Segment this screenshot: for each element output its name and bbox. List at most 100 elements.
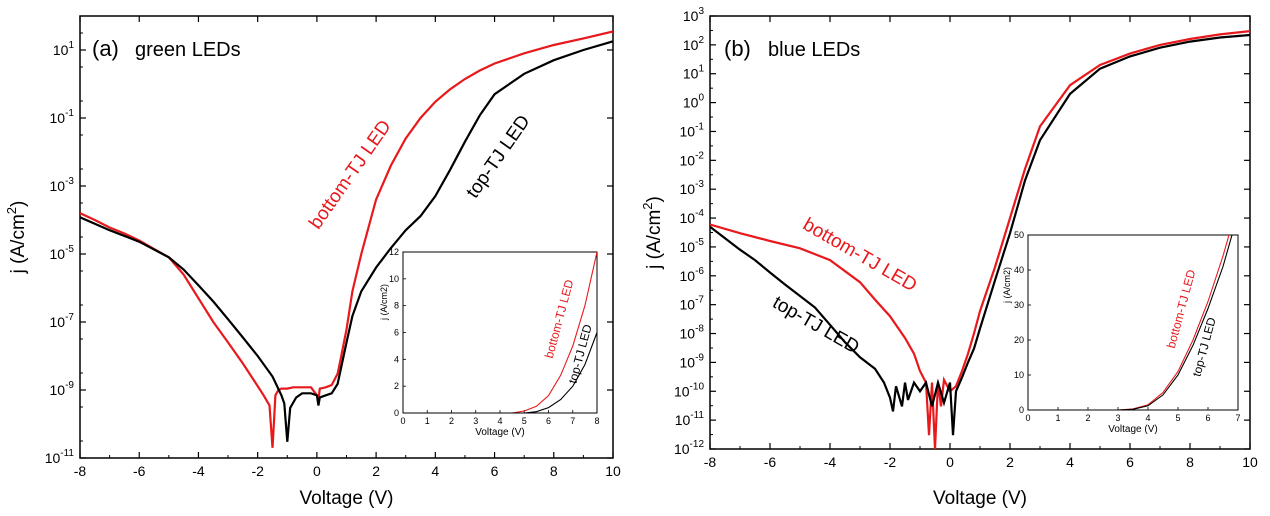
series-line-bottom-tj <box>80 30 613 448</box>
inset-x-tick-label: 3 <box>1115 413 1120 423</box>
y-tick-label: 10-3 <box>680 179 705 197</box>
inset-x-tick-label: 6 <box>546 416 551 426</box>
x-tick-label: -8 <box>704 454 717 470</box>
panel-title: green LEDs <box>135 39 241 61</box>
x-tick-label: -2 <box>251 463 264 479</box>
inset-x-tick-label: 1 <box>425 416 430 426</box>
inset-y-tick-label: 0 <box>394 408 399 418</box>
x-tick-label: 2 <box>1006 454 1014 470</box>
inset-y-tick-label: 40 <box>1014 265 1024 275</box>
inset-y-tick-label: 30 <box>1014 300 1024 310</box>
inset-x-tick-label: 1 <box>1055 413 1060 423</box>
y-tick-label: 101 <box>683 64 705 82</box>
x-tick-label: -8 <box>74 463 87 479</box>
inset-y-tick-label: 50 <box>1014 230 1024 240</box>
x-tick-label: 2 <box>372 463 380 479</box>
series-line-top-tj <box>80 40 613 442</box>
x-tick-label: -4 <box>192 463 205 479</box>
series-annotation: bottom-TJ LED <box>305 116 395 233</box>
inset-frame <box>1027 234 1239 411</box>
inset-x-tick-label: 0 <box>400 416 405 426</box>
x-tick-label: 10 <box>605 463 621 479</box>
inset-y-axis-label: j (A/cm2) <box>379 284 389 321</box>
y-tick-label: 10-7 <box>680 295 705 313</box>
x-tick-label: 6 <box>1126 454 1134 470</box>
inset-x-tick-label: 5 <box>1175 413 1180 423</box>
y-tick-label: 10-2 <box>680 150 705 168</box>
panel-label: (b) <box>724 36 751 61</box>
inset-y-tick-label: 8 <box>394 301 399 311</box>
x-tick-label: -2 <box>884 454 897 470</box>
y-tick-label: 10-9 <box>50 380 75 398</box>
y-tick-label: 10-1 <box>50 108 75 126</box>
inset-y-tick-label: 0 <box>1019 405 1024 415</box>
inset-x-axis-label: Voltage (V) <box>1108 424 1157 435</box>
y-tick-label: 10-10 <box>674 381 704 399</box>
y-tick-label: 103 <box>683 6 705 24</box>
inset-y-tick-label: 12 <box>389 247 399 257</box>
inset-series-line-bottom-tj <box>403 252 597 413</box>
panel-a: -8 -6 -4 -2 0 2 4 6 8 1010110-110-310-510-710-910… <box>4 15 621 509</box>
x-tick-label: 8 <box>1186 454 1194 470</box>
y-axis-label: j (A/cm2) <box>640 196 665 270</box>
x-tick-label: -6 <box>133 463 146 479</box>
inset-y-tick-label: 6 <box>394 328 399 338</box>
x-tick-label: 0 <box>946 454 954 470</box>
inset-x-tick-label: 4 <box>497 416 502 426</box>
y-tick-label: 10-5 <box>680 237 705 255</box>
panel-title: blue LEDs <box>768 39 860 61</box>
y-tick-label: 10-7 <box>50 312 75 330</box>
series-line-top-tj <box>710 33 1250 436</box>
x-tick-label: 8 <box>550 463 558 479</box>
panel-label: (a) <box>92 36 119 61</box>
inset-y-tick-label: 10 <box>389 274 399 284</box>
panel-b: -8 -6 -4 -2 0 2 4 6 8 1010310210110010-110-210-31… <box>640 6 1258 509</box>
x-tick-label: 4 <box>431 463 439 479</box>
y-tick-label: 10-1 <box>680 121 705 139</box>
inset-x-tick-label: 7 <box>1235 413 1240 423</box>
x-tick-label: 0 <box>313 463 321 479</box>
inset-x-tick-label: 4 <box>1145 413 1150 423</box>
y-axis-label: j (A/cm2) <box>4 201 29 275</box>
inset-y-tick-label: 20 <box>1014 335 1024 345</box>
inset-x-tick-label: 7 <box>570 416 575 426</box>
inset-x-tick-label: 2 <box>1085 413 1090 423</box>
inset-x-tick-label: 8 <box>594 416 599 426</box>
y-tick-label: 101 <box>53 40 75 58</box>
inset-series-line-top-tj <box>1028 235 1233 410</box>
x-tick-label: -4 <box>824 454 837 470</box>
y-tick-label: 10-12 <box>674 439 704 457</box>
y-tick-label: 100 <box>683 93 705 111</box>
y-tick-label: 10-9 <box>680 352 705 370</box>
y-tick-label: 10-4 <box>680 208 705 226</box>
inset-y-tick-label: 2 <box>394 381 399 391</box>
inset-series-line-top-tj <box>403 332 597 413</box>
y-tick-label: 10-5 <box>50 244 75 262</box>
inset-y-axis-label: j (A/cm2) <box>1002 267 1012 304</box>
y-tick-label: 10-11 <box>675 410 705 428</box>
series-annotation: top-TJ LED <box>769 292 863 358</box>
inset-y-tick-label: 10 <box>1014 370 1024 380</box>
x-tick-label: 6 <box>491 463 499 479</box>
y-tick-label: 102 <box>683 35 705 53</box>
series-line-bottom-tj <box>710 30 1250 449</box>
inset-x-axis-label: Voltage (V) <box>475 427 524 438</box>
x-tick-label: 10 <box>1242 454 1258 470</box>
y-tick-label: 10-8 <box>680 324 705 342</box>
inset-x-tick-label: 0 <box>1025 413 1030 423</box>
inset-x-tick-label: 3 <box>473 416 478 426</box>
inset-x-tick-label: 2 <box>449 416 454 426</box>
x-tick-label: 4 <box>1066 454 1074 470</box>
inset-x-tick-label: 6 <box>1205 413 1210 423</box>
inset-x-tick-label: 5 <box>522 416 527 426</box>
x-tick-label: -6 <box>764 454 777 470</box>
y-tick-label: 10-3 <box>50 176 75 194</box>
x-axis-label: Voltage (V) <box>933 488 1027 509</box>
x-axis-label: Voltage (V) <box>300 488 394 509</box>
y-tick-label: 10-6 <box>680 266 705 284</box>
inset-frame <box>402 251 598 414</box>
y-tick-label: 10-11 <box>45 448 75 466</box>
